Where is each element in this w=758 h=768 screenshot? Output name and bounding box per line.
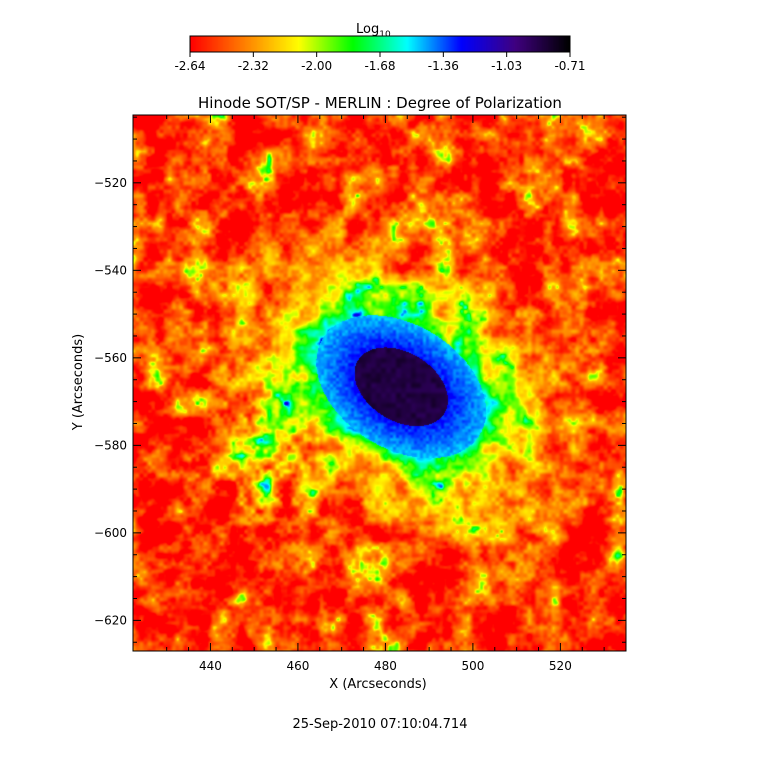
colorbar-tick-label: -0.71 xyxy=(554,59,585,73)
x-tick-label: 500 xyxy=(461,659,484,673)
colorbar-title: Log10 xyxy=(356,22,391,40)
x-tick-label: 480 xyxy=(374,659,397,673)
plot-frame xyxy=(132,114,627,652)
colorbar-tick-label: -2.00 xyxy=(301,59,332,73)
y-tick-label: −620 xyxy=(94,613,127,627)
colorbar-tick-label: -2.32 xyxy=(238,59,269,73)
colorbar-tick-label: -2.64 xyxy=(174,59,205,73)
y-tick-label: −600 xyxy=(94,526,127,540)
chart-title: Hinode SOT/SP - MERLIN : Degree of Polar… xyxy=(198,94,562,112)
colorbar-tick-label: -1.03 xyxy=(491,59,522,73)
colorbar-tick-label: -1.36 xyxy=(428,59,459,73)
timestamp: 25-Sep-2010 07:10:04.714 xyxy=(293,717,468,732)
polarization-map xyxy=(133,115,626,651)
y-tick-label: −580 xyxy=(94,438,127,452)
axes: 440 460 480 500 520 −520 −540 −560 −580 −600 −620 xyxy=(94,115,626,673)
y-tick-label: −560 xyxy=(94,351,127,365)
x-tick-label: 440 xyxy=(199,659,222,673)
colorbar: Log10 -2.64 -2.32 -2.00 -1.68 -1.36 -1.03 -0.7… xyxy=(174,22,585,73)
y-axis-label: Y (Arcseconds) xyxy=(71,334,86,431)
x-tick-label: 460 xyxy=(286,659,309,673)
colorbar-tick-label: -1.68 xyxy=(364,59,395,73)
x-axis-label: X (Arcseconds) xyxy=(329,677,426,692)
y-tick-label: −520 xyxy=(94,176,127,190)
x-tick-label: 520 xyxy=(549,659,572,673)
y-tick-label: −540 xyxy=(94,263,127,277)
colorbar-gradient xyxy=(190,36,570,52)
